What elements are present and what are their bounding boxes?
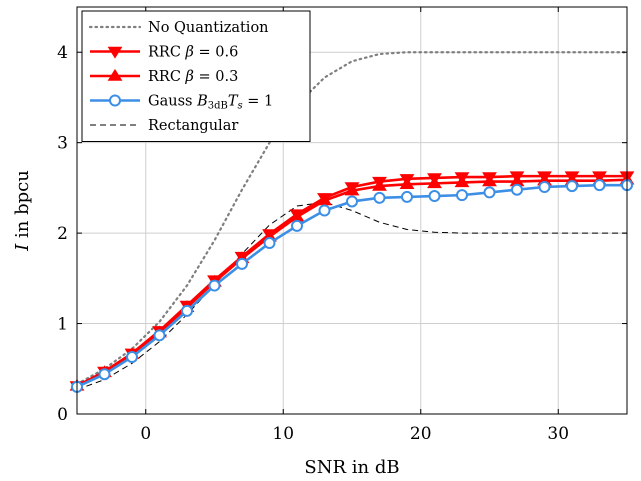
legend: No Quantization RRC β = 0.6 RRC β = 0.3 Gau…: [81, 10, 311, 142]
series-point: [482, 172, 497, 185]
legend-label: No Quantization: [148, 20, 269, 36]
series-line: [76, 183, 627, 389]
series-point: [181, 304, 193, 317]
series-point: [98, 368, 111, 381]
series-4: [76, 201, 627, 391]
legend-item: No Quantization: [88, 20, 269, 36]
series-point: [344, 182, 360, 195]
series-point: [208, 279, 221, 292]
series-point: [454, 172, 470, 185]
series-point: [537, 171, 552, 184]
legend-label: RRC β = 0.3: [148, 69, 238, 85]
legend-marker: [109, 94, 121, 107]
x-tick-label: 0: [140, 424, 151, 444]
y-tick-label: 4: [57, 43, 68, 63]
legend-marker: [107, 68, 123, 81]
legend-label: Gauss B3dBTs = 1: [148, 94, 273, 112]
y-tick-label: 0: [57, 405, 68, 425]
series-line: [76, 174, 627, 388]
legend-item: RRC β = 0.6: [90, 45, 238, 61]
series-point: [263, 237, 276, 250]
series-point: [234, 251, 250, 264]
series-layer: [69, 51, 635, 394]
series-point: [401, 190, 413, 203]
legend-label: RRC β = 0.6: [148, 45, 238, 61]
series-point: [509, 171, 525, 184]
legend-item: Rectangular: [90, 118, 238, 134]
plot-frame: [76, 6, 628, 415]
series-point: [262, 229, 277, 242]
series-point: [483, 186, 496, 199]
legend-item: Gauss B3dBTs = 1: [90, 94, 273, 112]
series-point: [399, 174, 415, 186]
series-point: [592, 171, 607, 184]
series-point: [289, 209, 305, 222]
series-point: [566, 180, 578, 193]
series-point: [427, 173, 442, 186]
legend-item: RRC β = 0.3: [90, 68, 238, 85]
series-point: [538, 180, 551, 193]
y-tick-label: 3: [57, 134, 68, 154]
series-line: [76, 201, 627, 391]
x-tick-label: 10: [272, 424, 294, 444]
y-axis-title-text: in bpcu: [12, 170, 33, 244]
series-point: [126, 351, 138, 364]
x-tick-label: 20: [410, 424, 432, 444]
series-point: [593, 179, 606, 192]
series-line: [75, 51, 629, 386]
series-point: [373, 191, 386, 204]
series-3: [71, 179, 633, 393]
y-tick-label: 2: [57, 224, 68, 244]
series-point: [564, 171, 580, 184]
series-point: [346, 195, 358, 208]
y-axis-title-symbol: I: [12, 243, 33, 252]
series-point: [372, 176, 387, 189]
series-0: [75, 51, 629, 386]
legend-marker: [107, 46, 123, 59]
series-point: [153, 329, 166, 342]
series-point: [428, 190, 441, 203]
series-point: [291, 219, 303, 232]
x-tick-label: 30: [547, 424, 569, 444]
series-point: [318, 204, 331, 217]
y-tick-label: 1: [57, 315, 68, 335]
series-point: [236, 257, 248, 270]
series-line: [76, 178, 628, 388]
series-point: [456, 189, 468, 202]
series-point: [511, 183, 523, 196]
ticks: 0 10 20 30 0 1 2 3 4: [57, 7, 627, 444]
legend-label: Rectangular: [148, 118, 238, 134]
series-point: [317, 193, 332, 205]
x-axis-title: SNR in dB: [304, 457, 399, 478]
y-axis-title: I in bpcu: [12, 170, 33, 252]
